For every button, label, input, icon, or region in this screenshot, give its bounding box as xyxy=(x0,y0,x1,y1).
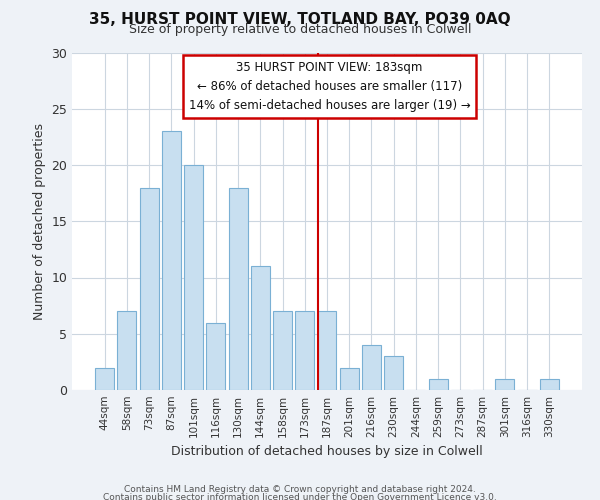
Bar xyxy=(295,311,314,390)
Bar xyxy=(362,345,381,390)
Bar xyxy=(540,379,559,390)
Bar xyxy=(206,322,225,390)
Text: 35, HURST POINT VIEW, TOTLAND BAY, PO39 0AQ: 35, HURST POINT VIEW, TOTLAND BAY, PO39 … xyxy=(89,12,511,28)
Bar xyxy=(184,165,203,390)
Text: 35 HURST POINT VIEW: 183sqm
← 86% of detached houses are smaller (117)
14% of se: 35 HURST POINT VIEW: 183sqm ← 86% of det… xyxy=(188,61,470,112)
Bar xyxy=(229,188,248,390)
Bar xyxy=(340,368,359,390)
Bar xyxy=(140,188,158,390)
Text: Contains HM Land Registry data © Crown copyright and database right 2024.: Contains HM Land Registry data © Crown c… xyxy=(124,485,476,494)
Text: Size of property relative to detached houses in Colwell: Size of property relative to detached ho… xyxy=(129,22,471,36)
X-axis label: Distribution of detached houses by size in Colwell: Distribution of detached houses by size … xyxy=(171,446,483,458)
Bar xyxy=(118,311,136,390)
Bar xyxy=(429,379,448,390)
Bar xyxy=(317,311,337,390)
Y-axis label: Number of detached properties: Number of detached properties xyxy=(33,122,46,320)
Bar xyxy=(384,356,403,390)
Text: Contains public sector information licensed under the Open Government Licence v3: Contains public sector information licen… xyxy=(103,492,497,500)
Bar xyxy=(273,311,292,390)
Bar xyxy=(496,379,514,390)
Bar xyxy=(95,368,114,390)
Bar xyxy=(251,266,270,390)
Bar xyxy=(162,131,181,390)
